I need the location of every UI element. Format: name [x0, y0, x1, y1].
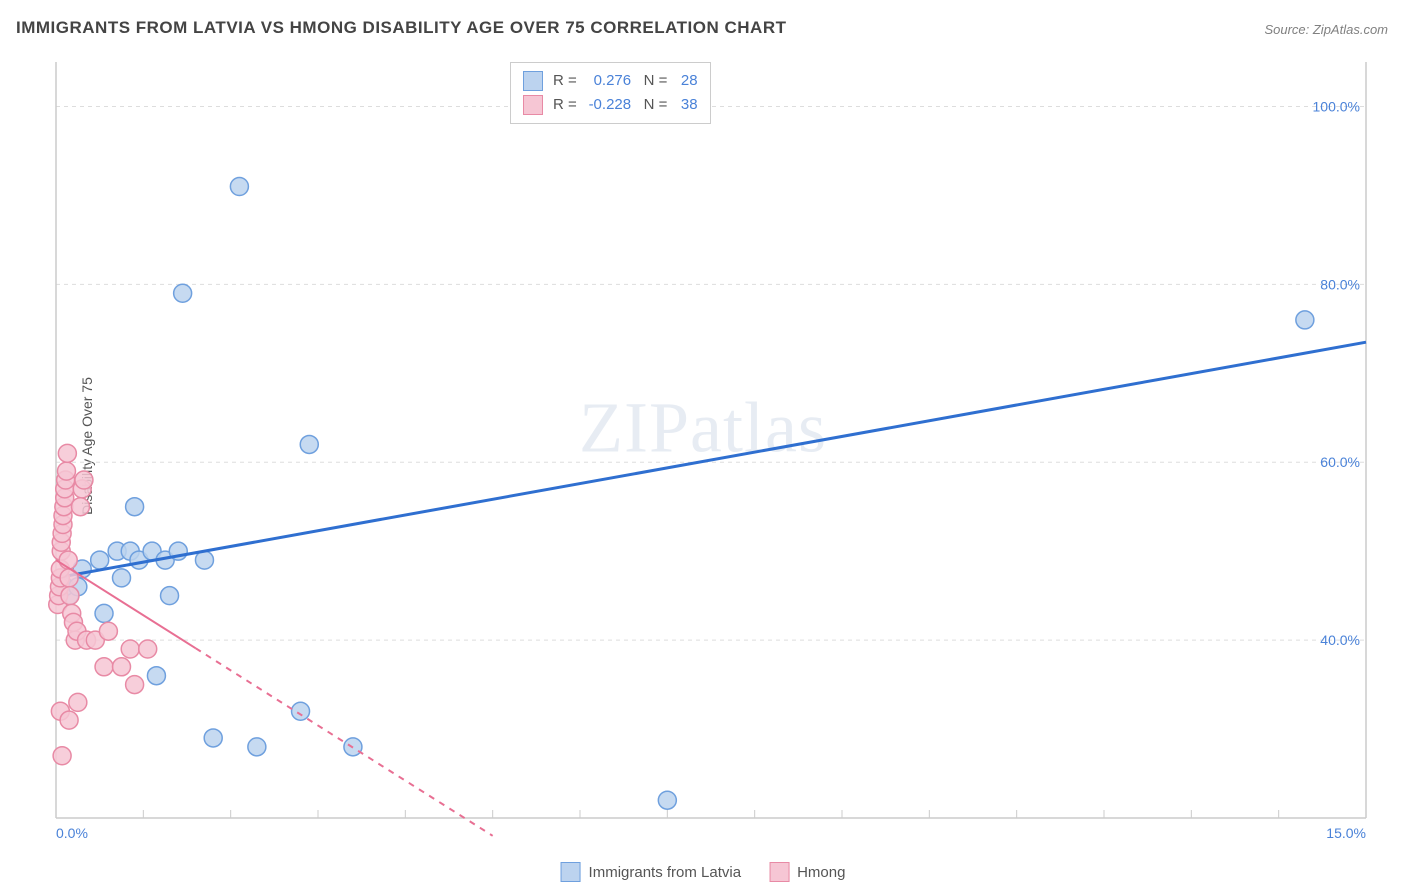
- source-credit: Source: ZipAtlas.com: [1264, 22, 1388, 37]
- scatter-chart: 40.0% 60.0% 80.0% 100.0% 0.0% 15.0%: [44, 48, 1390, 842]
- svg-text:40.0%: 40.0%: [1320, 632, 1360, 648]
- legend-swatch: [523, 71, 543, 91]
- svg-text:100.0%: 100.0%: [1313, 98, 1360, 114]
- svg-text:0.0%: 0.0%: [56, 825, 88, 841]
- chart-title: IMMIGRANTS FROM LATVIA VS HMONG DISABILI…: [16, 18, 786, 38]
- stats-legend-row: R = 0.276 N = 28: [523, 69, 698, 93]
- legend-swatch: [523, 95, 543, 115]
- svg-text:60.0%: 60.0%: [1320, 454, 1360, 470]
- legend-swatch: [769, 862, 789, 882]
- legend-swatch: [561, 862, 581, 882]
- stats-legend-row: R = -0.228 N = 38: [523, 93, 698, 117]
- series-legend: Immigrants from Latvia Hmong: [561, 862, 846, 882]
- legend-label: Hmong: [797, 864, 845, 881]
- legend-label: Immigrants from Latvia: [589, 864, 742, 881]
- series-legend-item: Hmong: [769, 862, 845, 882]
- svg-text:80.0%: 80.0%: [1320, 276, 1360, 292]
- svg-text:15.0%: 15.0%: [1326, 825, 1366, 841]
- stats-legend: R = 0.276 N = 28R = -0.228 N = 38: [510, 62, 711, 124]
- series-legend-item: Immigrants from Latvia: [561, 862, 742, 882]
